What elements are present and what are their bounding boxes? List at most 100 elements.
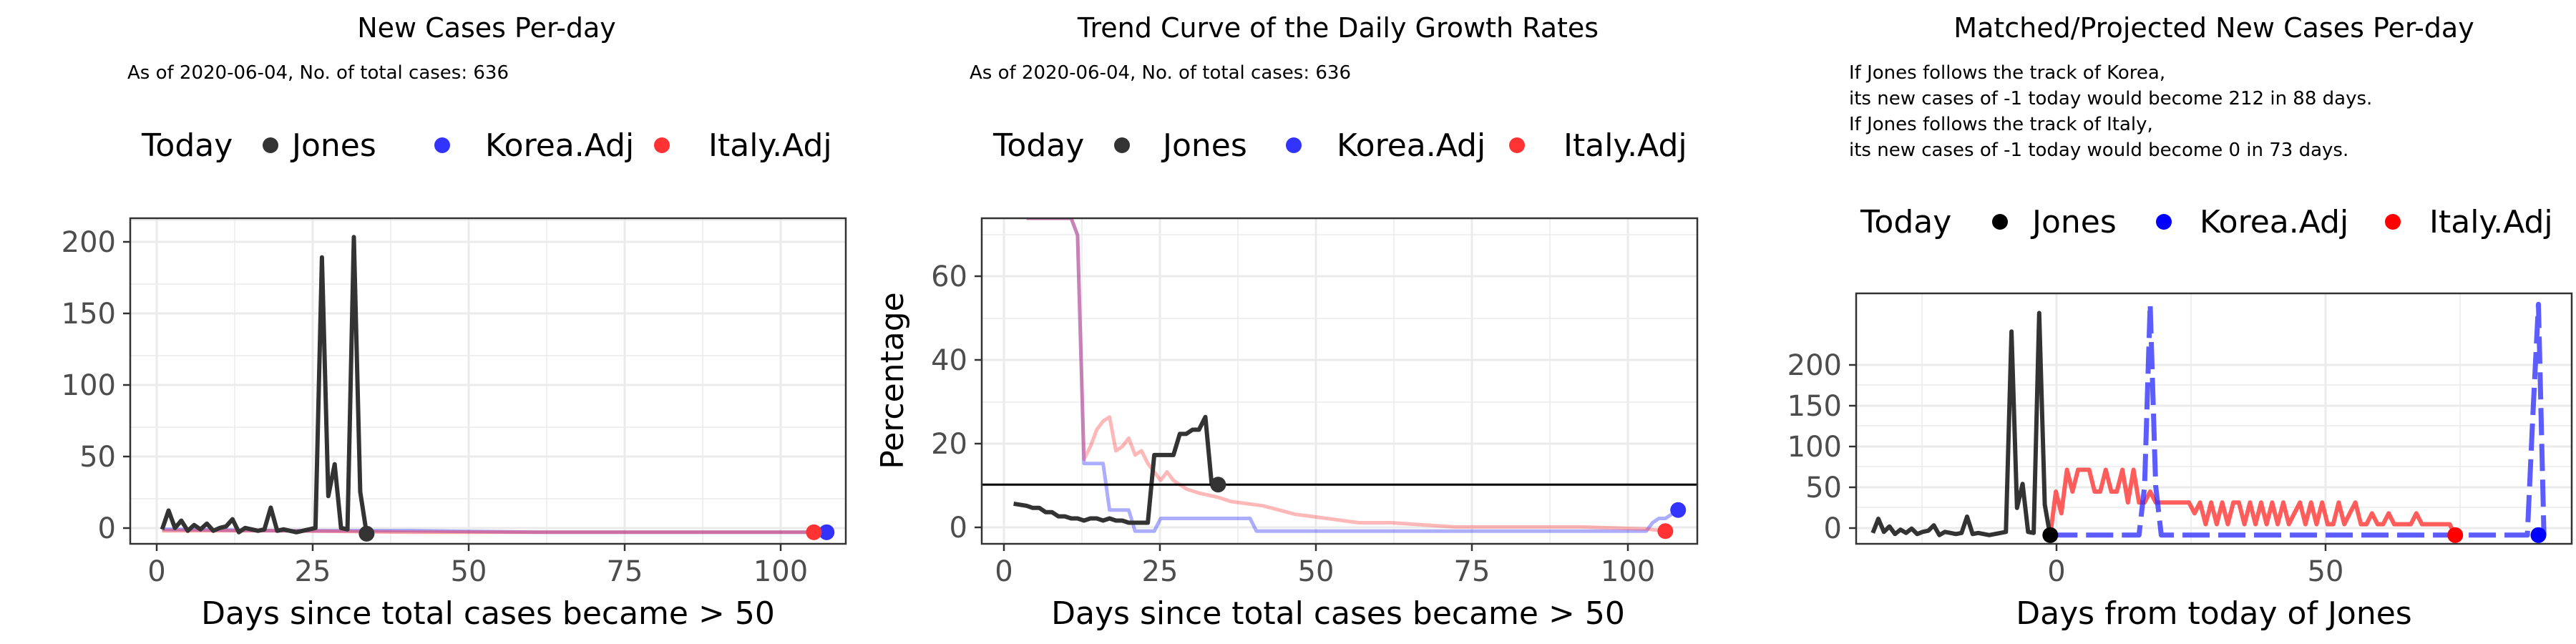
panel1-x-axis	[155, 544, 782, 551]
panel2-xtick-label: 75	[1454, 555, 1491, 588]
panel3-plot-area	[1855, 292, 2573, 545]
legend-key-jones	[1114, 137, 1130, 153]
panel2-frame	[980, 217, 1699, 545]
panel1-plot-area	[129, 217, 847, 545]
panel2-plot-area	[980, 217, 1699, 545]
legend-label-jones: Jones	[290, 127, 376, 164]
legend-label-italy: Italy.Adj	[2429, 204, 2553, 240]
legend-key-italy	[1509, 137, 1525, 153]
panel2-ytick-label: 40	[931, 344, 967, 377]
legend-key-jones	[1992, 214, 2008, 230]
legend-key-korea	[434, 137, 450, 153]
panel2-xtick-label: 100	[1601, 555, 1655, 588]
panel2-ytick-label: 60	[931, 260, 967, 293]
legend-key-korea	[1286, 137, 1302, 153]
today-point-korea	[819, 524, 835, 540]
legend-title: Today	[992, 127, 1084, 164]
legend-title: Today	[141, 127, 233, 164]
series-line-italy	[1026, 218, 1666, 533]
panel1-xtick-label: 75	[607, 555, 643, 588]
panel3-ytick-label: 50	[1805, 472, 1842, 504]
today-point-italy	[1657, 523, 1674, 540]
panel-projected-cases: Matched/Projected New Cases Per-day If J…	[1787, 12, 2573, 632]
panel3-x-axis	[2055, 544, 2327, 551]
panel2-subtitle: As of 2020-06-04, No. of total cases: 63…	[970, 62, 1351, 84]
panel3-note-line: its new cases of -1 today would become 2…	[1849, 88, 2372, 109]
panel2-xtick-label: 25	[1142, 555, 1179, 588]
series-line-italy	[2048, 467, 2457, 537]
panel3-note-line: If Jones follows the track of Korea,	[1849, 62, 2165, 84]
panel1-xtick-label: 25	[295, 555, 331, 588]
legend-key-italy	[2385, 214, 2401, 230]
panel3-ytick-label: 100	[1787, 431, 1842, 464]
today-point-jones	[358, 525, 375, 542]
legend-key-korea	[2156, 214, 2172, 230]
panel2-ytick-label: 0	[950, 512, 967, 545]
panel1-ytick-label: 100	[62, 369, 116, 402]
panel1-frame	[129, 217, 847, 545]
legend-title: Today	[1860, 204, 1951, 240]
panel2-y-axis-title: Percentage	[874, 292, 911, 469]
panel3-ytick-label: 0	[1824, 512, 1842, 545]
panel2-xtick-label: 50	[1298, 555, 1335, 588]
panel3-note-line: its new cases of -1 today would become 0…	[1849, 140, 2348, 161]
series-line-korea	[1026, 218, 1679, 533]
panel1-xtick-label: 50	[451, 555, 487, 588]
panel3-ytick-label: 200	[1787, 349, 1842, 382]
panel3-x-axis-title: Days from today of Jones	[2016, 595, 2411, 632]
panel1-subtitle: As of 2020-06-04, No. of total cases: 63…	[127, 62, 509, 84]
panel3-xtick-label: 50	[2308, 555, 2344, 588]
series-line-korea	[2050, 301, 2547, 538]
legend-label-italy: Italy.Adj	[1563, 127, 1687, 164]
series-line-jones	[1013, 414, 1219, 525]
panel3-title: Matched/Projected New Cases Per-day	[1953, 12, 2474, 44]
panel2-x-axis-title: Days since total cases became > 50	[1051, 595, 1625, 632]
legend-label-jones: Jones	[1161, 127, 1247, 164]
legend-label-jones: Jones	[2030, 204, 2117, 240]
panel2-y-axis	[975, 275, 982, 529]
panel1-xtick-label: 100	[753, 555, 808, 588]
panel2-grid	[982, 218, 1697, 544]
panel2-x-axis	[1002, 544, 1629, 551]
panel3-legend: Today Jones Korea.Adj Italy.Adj	[1860, 204, 2553, 240]
panel1-y-axis	[123, 240, 130, 530]
panel1-xtick-label: 0	[147, 555, 165, 588]
legend-key-jones	[263, 137, 278, 153]
today-point-italy	[2447, 527, 2464, 543]
legend-key-italy	[654, 137, 670, 153]
panel1-x-axis-title: Days since total cases became > 50	[201, 595, 775, 632]
panel3-xtick-label: 0	[2047, 555, 2065, 588]
panel1-ytick-label: 200	[62, 226, 116, 259]
panel1-title: New Cases Per-day	[357, 12, 616, 44]
legend-label-korea: Korea.Adj	[2200, 204, 2348, 240]
legend-label-korea: Korea.Adj	[1337, 127, 1485, 164]
panel3-series	[1870, 301, 2547, 543]
panel3-frame	[1855, 292, 2573, 545]
legend-label-italy: Italy.Adj	[708, 127, 832, 164]
panel-growth-rates: Trend Curve of the Daily Growth Rates As…	[874, 12, 1699, 632]
panel3-notes: If Jones follows the track of Korea, its…	[1849, 62, 2372, 161]
today-point-jones	[1210, 477, 1226, 493]
panel1-ytick-label: 50	[79, 441, 116, 474]
today-point-jones	[2042, 527, 2059, 543]
panel2-series	[982, 218, 1697, 540]
panel1-grid	[130, 218, 846, 544]
panel1-ytick-label: 150	[62, 298, 116, 331]
panel1-series	[160, 235, 835, 542]
panel2-title: Trend Curve of the Daily Growth Rates	[1077, 12, 1599, 44]
panel3-y-axis	[1849, 364, 1856, 530]
panel2-ytick-label: 20	[931, 428, 967, 461]
today-point-italy	[806, 524, 822, 540]
panel3-ytick-label: 150	[1787, 390, 1842, 423]
panel2-legend: Today Jones Korea.Adj Italy.Adj	[992, 127, 1687, 164]
panel2-xtick-label: 0	[995, 555, 1013, 588]
today-point-korea	[1670, 502, 1687, 518]
panel-new-cases: New Cases Per-day As of 2020-06-04, No. …	[62, 12, 847, 632]
series-line-jones	[160, 235, 369, 535]
series-line-jones	[1870, 311, 2053, 537]
panel1-legend: Today Jones Korea.Adj Italy.Adj	[141, 127, 832, 164]
panel1-ytick-label: 0	[98, 512, 116, 545]
panel3-note-line: If Jones follows the track of Italy,	[1849, 114, 2153, 135]
legend-label-korea: Korea.Adj	[485, 127, 634, 164]
